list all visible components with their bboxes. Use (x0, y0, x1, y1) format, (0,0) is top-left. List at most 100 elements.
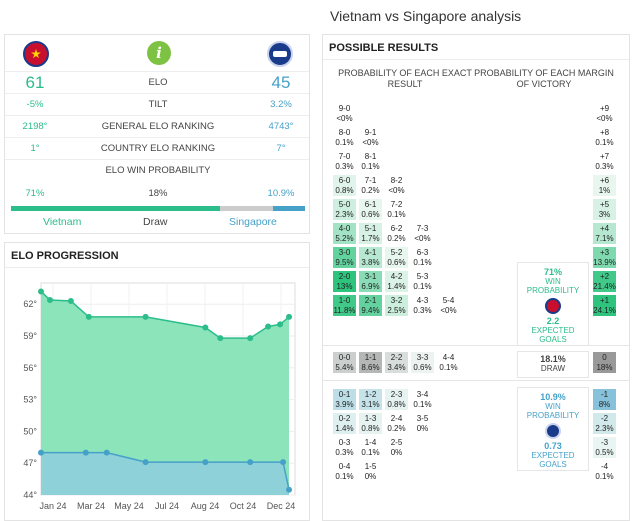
result-cell-home: 4-3 0.3% (411, 295, 434, 316)
score-label: 4-0 (338, 224, 351, 233)
result-cell-home: 9-0 <0% (333, 103, 356, 124)
score-probability: 0.1% (335, 138, 354, 147)
series-area-singapore (41, 452, 290, 495)
result-cell-home: 7-3 <0% (411, 223, 434, 244)
margin-cell-home: +1 24.1% (593, 295, 616, 316)
x-tick-label: May 24 (114, 501, 144, 511)
score-label: 0-1 (338, 390, 351, 399)
y-tick-label: 53° (23, 395, 37, 405)
vietnam-crest-icon (23, 41, 49, 67)
score-label: 1-3 (364, 414, 377, 423)
score-probability: <0% (336, 114, 353, 123)
score-probability: 0.6% (361, 210, 380, 219)
score-probability: 0.3% (335, 448, 354, 457)
score-probability: 21.4% (593, 282, 616, 291)
score-label: +2 (599, 272, 610, 281)
singapore-crest-icon (267, 41, 293, 67)
score-label: +4 (599, 224, 610, 233)
result-cell-away: 0-4 0.1% (333, 461, 356, 482)
probability-bar-home (11, 206, 220, 211)
score-label: 1-5 (364, 462, 377, 471)
result-cell-home: 5-1 1.7% (359, 223, 382, 244)
score-probability: 18% (596, 363, 613, 372)
divider (323, 59, 629, 60)
result-cell-away: 1-4 0.1% (359, 437, 382, 458)
x-tick-label: Jul 24 (155, 501, 179, 511)
y-tick-label: 47° (23, 458, 37, 468)
divider (323, 345, 629, 346)
result-cell-away: 1-5 0% (359, 461, 382, 482)
score-label: 3-2 (390, 296, 403, 305)
score-label: 7-3 (416, 224, 429, 233)
score-probability: 0.2% (361, 186, 380, 195)
score-probability: 0.8% (335, 186, 354, 195)
score-label: -4 (600, 462, 609, 471)
score-probability: <0% (362, 138, 379, 147)
score-probability: 1.7% (361, 234, 380, 243)
result-cell-away: 2-5 0% (385, 437, 408, 458)
result-cell-away: 1-2 3.1% (359, 389, 382, 410)
score-label: 1-1 (364, 353, 377, 362)
score-label: 7-2 (390, 200, 403, 209)
home-team-name[interactable]: Vietnam (43, 216, 82, 228)
score-probability: 13.9% (593, 258, 616, 267)
score-probability: <0% (596, 114, 613, 123)
data-point (85, 313, 92, 320)
score-probability: 0% (364, 472, 377, 481)
result-cell-home: 1-0 11.8% (333, 295, 356, 316)
away-win-probability: 10.9% (267, 188, 295, 199)
score-probability: 6.9% (361, 282, 380, 291)
score-probability: 0% (390, 448, 403, 457)
score-probability: 8% (598, 400, 611, 409)
data-point (202, 324, 209, 331)
result-cell-away: 0-3 0.3% (333, 437, 356, 458)
score-label: +8 (599, 128, 610, 137)
series-area-vietnam (41, 291, 290, 495)
result-cell-home: 2-1 9.4% (359, 295, 382, 316)
score-probability: 3.8% (361, 258, 380, 267)
x-tick-label: Mar 24 (77, 501, 105, 511)
score-label: 5-4 (442, 296, 455, 305)
result-cell-home: 3-0 9.5% (333, 247, 356, 268)
x-tick-label: Dec 24 (267, 501, 296, 511)
result-cell-home: 5-0 2.3% (333, 199, 356, 220)
data-point (67, 298, 74, 305)
score-probability: 0.1% (413, 258, 432, 267)
result-cell-home: 6-3 0.1% (411, 247, 434, 268)
y-tick-label: 62° (23, 299, 37, 309)
singapore-crest-icon (545, 423, 561, 439)
result-cell-home: 5-4 <0% (437, 295, 460, 316)
score-probability: 9.5% (335, 258, 354, 267)
score-label: 3-1 (364, 272, 377, 281)
result-cell-home: 6-2 0.2% (385, 223, 408, 244)
score-probability: 0.2% (387, 234, 406, 243)
margin-cell-home: +4 7.1% (593, 223, 616, 244)
data-point (247, 459, 254, 466)
score-probability: 0.1% (595, 472, 614, 481)
score-label: 2-4 (390, 414, 403, 423)
score-label: 1-2 (364, 390, 377, 399)
score-probability: 0.8% (361, 424, 380, 433)
score-probability: 0.3% (595, 162, 614, 171)
away-expected-goals: 0.73 (544, 441, 562, 451)
home-summary-pct: 71% (543, 267, 562, 277)
score-label: -2 (600, 414, 609, 423)
score-probability: 0.1% (595, 138, 614, 147)
score-probability: 24.1% (593, 306, 616, 315)
info-icon[interactable]: i (147, 41, 171, 65)
score-label: -3 (600, 438, 609, 447)
score-label: 8-1 (364, 152, 377, 161)
margin-cell-home: +5 3% (593, 199, 616, 220)
score-probability: 0.1% (361, 162, 380, 171)
score-label: 6-3 (416, 248, 429, 257)
data-point (103, 449, 110, 456)
home-tilt-value: -5% (26, 99, 44, 110)
tilt-row: -5% TILT 3.2% (5, 93, 309, 115)
score-probability: <0% (440, 306, 457, 315)
country-ranking-label: COUNTRY ELO RANKING (100, 143, 216, 154)
draw-probability: 18% (148, 188, 168, 199)
away-team-name[interactable]: Singapore (229, 216, 277, 228)
score-label: 0-3 (338, 438, 351, 447)
result-cell-away: 2-4 0.2% (385, 413, 408, 434)
score-probability: 1.4% (335, 424, 354, 433)
